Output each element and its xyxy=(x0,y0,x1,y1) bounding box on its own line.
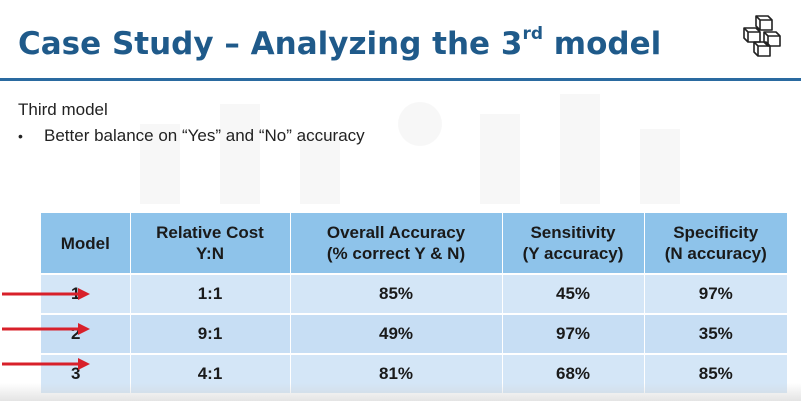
header-overall-accuracy: Overall Accuracy (% correct Y & N) xyxy=(290,213,503,274)
bullet-dot-icon: • xyxy=(18,128,23,144)
cell-sensitivity: 97% xyxy=(502,313,645,354)
title-prefix: Case Study – Analyzing the 3 xyxy=(18,26,523,62)
cell-cost: 1:1 xyxy=(130,273,291,314)
model-comparison-table: Model Relative Cost Y:N Overall Accuracy(… xyxy=(41,213,787,393)
comparison-table-container: Model Relative Cost Y:N Overall Accuracy(… xyxy=(41,213,787,393)
header-sensitivity: Sensitivity (Y accuracy) xyxy=(502,213,645,274)
slide-header: Case Study – Analyzing the 3rd model xyxy=(0,0,801,81)
cell-specificity: 35% xyxy=(644,313,787,354)
cell-sensitivity: 45% xyxy=(502,273,645,314)
cell-specificity: 97% xyxy=(644,273,787,314)
header-specificity: Specificity (N accuracy) xyxy=(644,213,787,274)
bullet-text: Better balance on “Yes” and “No” accurac… xyxy=(44,126,365,145)
bullet-item: • Better balance on “Yes” and “No” accur… xyxy=(18,126,365,146)
title-underline xyxy=(0,78,801,81)
table-row: 1 1:1 85% 45% 97% xyxy=(41,273,787,314)
bullet-list: • Better balance on “Yes” and “No” accur… xyxy=(18,126,365,146)
red-arrow-icon xyxy=(2,358,90,370)
cell-model: 2 xyxy=(41,313,131,354)
section-subtitle: Third model xyxy=(18,100,108,119)
header-relative-cost: Relative Cost Y:N xyxy=(130,213,291,274)
cubes-logo-icon xyxy=(743,15,781,57)
bottom-shadow xyxy=(0,383,801,401)
title-superscript: rd xyxy=(522,23,544,44)
cell-overall: 85% xyxy=(290,273,503,314)
watermark-graphic xyxy=(140,94,680,204)
header-model: Model xyxy=(41,213,131,274)
red-arrow-icon xyxy=(2,288,90,300)
slide-title: Case Study – Analyzing the 3rd model xyxy=(18,23,662,62)
table-row: 2 9:1 49% 97% 35% xyxy=(41,313,787,354)
title-suffix: model xyxy=(543,26,662,62)
table-header-row: Model Relative Cost Y:N Overall Accuracy(… xyxy=(41,213,787,274)
cell-cost: 9:1 xyxy=(130,313,291,354)
red-arrow-icon xyxy=(2,323,90,335)
cell-overall: 49% xyxy=(290,313,503,354)
